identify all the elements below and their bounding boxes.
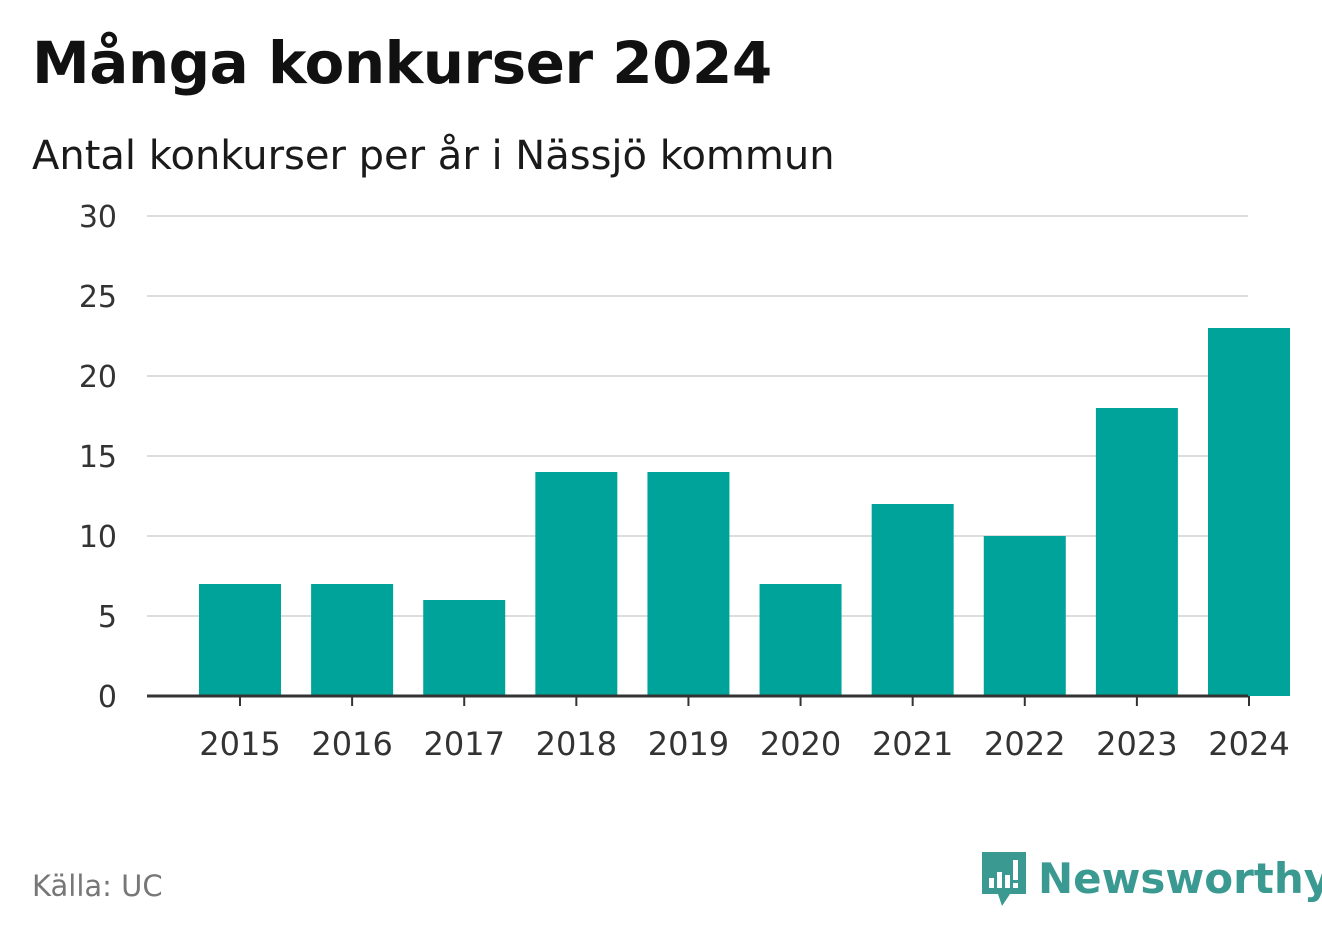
bar xyxy=(535,472,618,696)
x-tick-label: 2015 xyxy=(199,725,280,763)
bar xyxy=(871,504,954,696)
bar xyxy=(759,584,842,696)
bar xyxy=(199,584,281,696)
y-tick-label: 15 xyxy=(79,440,117,475)
y-tick-label: 20 xyxy=(79,360,117,395)
x-tick-label: 2020 xyxy=(760,725,841,763)
chart-title: Många konkurser 2024 xyxy=(32,29,772,97)
chart-subtitle: Antal konkurser per år i Nässjö kommun xyxy=(32,133,835,179)
brand-name: Newsworthy xyxy=(1038,854,1322,903)
x-tick-label: 2017 xyxy=(424,725,505,763)
x-tick-label: 2019 xyxy=(648,725,729,763)
y-tick-label: 0 xyxy=(98,680,117,715)
y-tick-label: 30 xyxy=(79,200,117,235)
x-tick-label: 2022 xyxy=(984,725,1065,763)
x-tick-label: 2021 xyxy=(872,725,953,763)
axes: 0 5 10 15 20 25 30 2015 2016 2017 2018 2019 2020 2021… xyxy=(79,200,1290,763)
bars xyxy=(199,328,1290,696)
y-tick-label: 5 xyxy=(98,600,117,635)
bar xyxy=(647,472,730,696)
bar xyxy=(983,536,1066,696)
bar xyxy=(1208,328,1290,696)
bar-chart: 0 5 10 15 20 25 30 2015 2016 2017 2018 2019 2020 2021… xyxy=(79,200,1290,763)
y-tick-label: 10 xyxy=(79,520,117,555)
x-tick-label: 2024 xyxy=(1208,725,1289,763)
y-tick-label: 25 xyxy=(79,280,117,315)
x-tick-label: 2016 xyxy=(311,725,392,763)
source-note: Källa: UC xyxy=(32,869,163,903)
x-tick-label: 2023 xyxy=(1096,725,1177,763)
newsworthy-logo-icon xyxy=(982,852,1026,906)
bar xyxy=(423,600,506,696)
x-tick-label: 2018 xyxy=(536,725,617,763)
brand-logo: Newsworthy xyxy=(980,850,1322,908)
bar xyxy=(311,584,394,696)
bar xyxy=(1095,408,1178,696)
